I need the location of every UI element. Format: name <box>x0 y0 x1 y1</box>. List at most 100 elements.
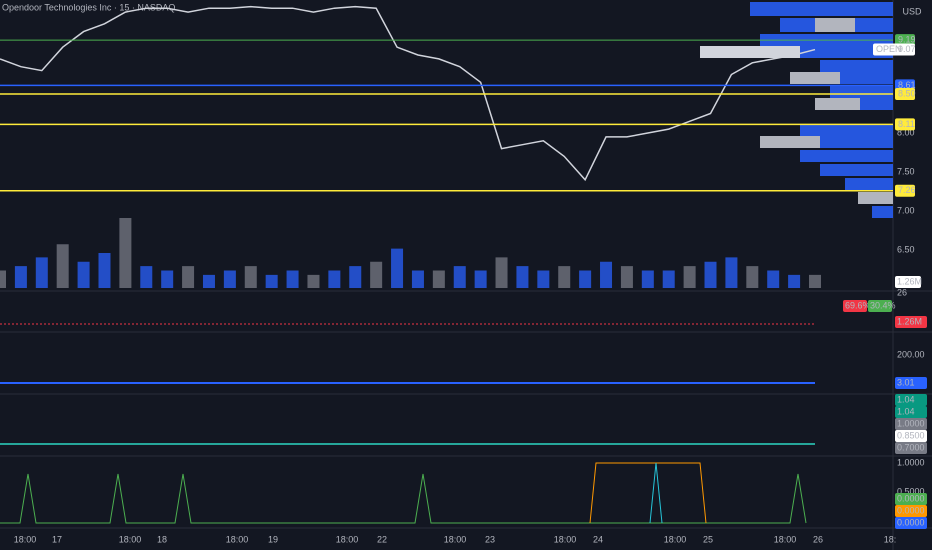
pane-tag <box>895 418 927 430</box>
time-label: 22 <box>377 534 387 544</box>
dynamic-layer: 8.00 7.50 7.00 6.50 9.19 8.618.50 8.11 7.26 OPEN… <box>0 5 927 544</box>
pane-label: 1.04 <box>897 406 915 416</box>
volume-bar <box>746 266 759 288</box>
time-label: 18:00 <box>14 534 37 544</box>
pane-label: 0.0000 <box>897 493 925 503</box>
symbol-title: Opendoor Technologies Inc · 15 · NASDAQ <box>2 2 175 12</box>
pane-tag <box>895 442 927 454</box>
pane-label: 1.0000 <box>897 418 925 428</box>
level-tag <box>895 34 915 47</box>
volume-bar <box>620 266 633 288</box>
volume-bar <box>307 274 320 288</box>
time-label: 18:00 <box>774 534 797 544</box>
time-label: 25 <box>703 534 713 544</box>
volume-bar <box>223 270 236 288</box>
pane-label: 1.26M <box>897 316 922 326</box>
volume-bar <box>202 274 215 288</box>
pane-tag <box>895 430 927 442</box>
price-tick-label: 7.50 <box>897 166 915 176</box>
volume-bar <box>474 270 487 288</box>
volume-bar <box>579 270 592 288</box>
pane-tag <box>895 406 927 418</box>
open-tag-value: 9.07 <box>898 44 916 54</box>
time-label: 18:00 <box>554 534 577 544</box>
pane-label: 26 <box>897 287 907 297</box>
pane-label: 0.8500 <box>897 430 925 440</box>
volume-tag <box>895 276 921 288</box>
pane-label: 69.6% <box>845 300 871 310</box>
time-label: 19 <box>268 534 278 544</box>
volume-bar <box>788 274 801 288</box>
volume-bar <box>683 266 696 288</box>
time-label: 18:00 <box>336 534 359 544</box>
pane-tag <box>895 377 927 389</box>
pane-tag <box>895 505 927 517</box>
volume-bar <box>495 257 508 288</box>
volume-bar <box>453 266 466 288</box>
pane-tag <box>843 300 867 312</box>
pane-label: 30.4% <box>870 300 896 310</box>
time-label: 18:00 <box>444 534 467 544</box>
price-tick-label: 6.50 <box>897 244 915 254</box>
volume-bar <box>265 274 278 288</box>
volume-bar <box>161 270 174 288</box>
volume-bar <box>328 270 341 288</box>
pane-label: 1.0000 <box>897 457 925 467</box>
pane-label: 0.0000 <box>897 505 925 515</box>
pane-label: 0.0000 <box>897 517 925 527</box>
volume-bar <box>432 270 445 288</box>
open-tag-label: OPEN <box>876 44 902 54</box>
volume-bar <box>809 274 821 288</box>
volume-tag-label: 1.26M <box>897 276 922 286</box>
volume-bar <box>140 266 153 288</box>
level-tag-label: 8.61 <box>898 80 916 90</box>
level-tag-label: 8.50 <box>898 88 916 98</box>
signal-line <box>0 473 807 524</box>
pane-tag <box>895 316 927 328</box>
volume-bar <box>14 266 27 288</box>
price-tick-label: 7.00 <box>897 205 915 215</box>
pane-label: 200.00 <box>897 349 925 359</box>
volume-bar <box>349 266 362 288</box>
volume-bar <box>767 270 780 288</box>
volume-bar <box>56 244 69 288</box>
volume-bar <box>370 261 383 288</box>
volume-bar <box>119 218 132 288</box>
volume-bar <box>391 248 404 288</box>
level-tag-label: 9.19 <box>898 35 916 45</box>
volume-bar <box>0 270 6 288</box>
pane-tag <box>895 493 927 505</box>
volume-bar <box>558 266 571 288</box>
level-tag-label: 7.26 <box>898 185 916 195</box>
volume-bar <box>537 270 550 288</box>
volume-bar <box>516 266 529 288</box>
volume-bar <box>35 257 48 288</box>
open-tag <box>873 43 915 56</box>
volume-bar <box>662 270 675 288</box>
time-label: 26 <box>813 534 823 544</box>
price-tick-label: 8.00 <box>897 127 915 137</box>
volume-bar <box>286 270 299 288</box>
signal-line-b <box>589 462 707 524</box>
pane-label: 1.04 <box>897 394 915 404</box>
volume-bar <box>725 257 738 288</box>
currency: USD <box>902 6 922 16</box>
time-label: 23 <box>485 534 495 544</box>
volume-bar <box>244 266 257 288</box>
volume-bar <box>704 261 717 288</box>
volume-bar <box>98 253 111 288</box>
level-tag-label: 8.11 <box>898 119 915 129</box>
time-label: 17 <box>52 534 62 544</box>
volume-bar <box>600 261 613 288</box>
volume-profile <box>700 2 893 218</box>
pane-tag <box>895 394 927 406</box>
signal-line-c <box>649 462 663 524</box>
level-tag <box>895 184 915 197</box>
level-tag <box>895 118 915 131</box>
time-label: 18: <box>884 534 897 544</box>
volume-bar <box>641 270 654 288</box>
level-tag <box>895 88 915 100</box>
pane-label: 3.01 <box>897 377 915 387</box>
